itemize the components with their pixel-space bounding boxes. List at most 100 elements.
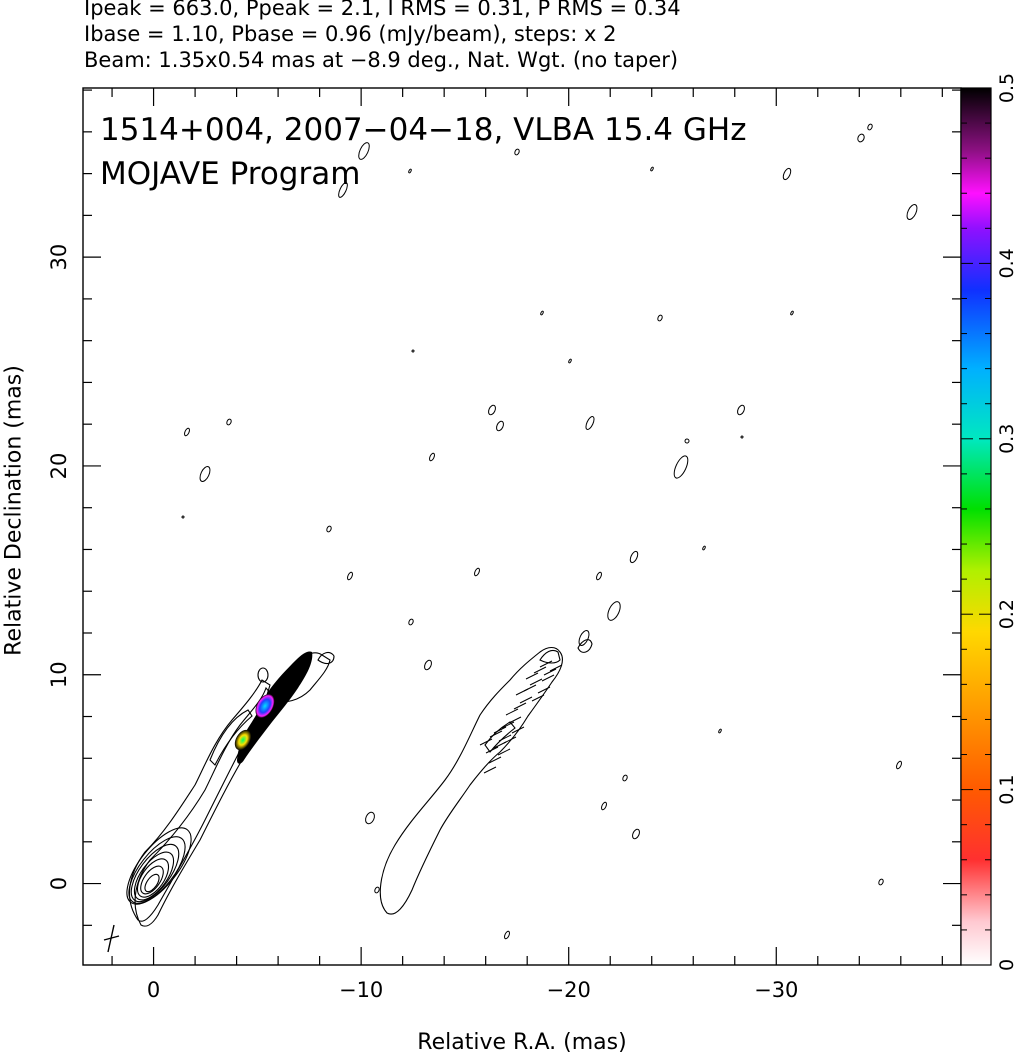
noise-contour <box>601 801 607 811</box>
noise-contour <box>790 310 794 316</box>
evpa-stick <box>483 766 497 774</box>
noise-contour <box>737 404 745 416</box>
noise-contour <box>411 349 415 353</box>
noise-contour <box>504 930 510 940</box>
noise-contour <box>650 166 654 172</box>
evpa-stick <box>539 660 553 668</box>
x-tick-label: −20 <box>547 978 591 1002</box>
noise-contour <box>408 618 414 626</box>
noise-contour <box>607 601 621 621</box>
y-axis-label: Relative Declination (mas) <box>1 365 27 656</box>
evpa-stick <box>493 726 507 734</box>
evpa-stick <box>549 664 563 672</box>
evpa-stick <box>513 702 527 710</box>
y-tick-label: 30 <box>47 244 71 271</box>
noise-contour <box>374 886 380 894</box>
colorbar-tick-label: 0.1 <box>996 774 1018 804</box>
noise-contour <box>906 204 918 220</box>
chart-subtitle: MOJAVE Program <box>100 156 360 192</box>
noise-contour <box>338 182 348 198</box>
colorbar-tick-label: 0.5 <box>996 73 1018 103</box>
noise-contour <box>408 168 412 174</box>
noise-contour <box>365 811 375 825</box>
colorbar-ticks <box>961 87 991 966</box>
evpa-stick <box>533 666 547 674</box>
x-tick-label: 0 <box>147 978 160 1002</box>
evpa-stick <box>511 726 525 734</box>
noise-contour <box>622 774 628 782</box>
noise-contour <box>629 550 639 564</box>
noise-contour <box>684 438 690 444</box>
noise-contour <box>857 133 865 143</box>
evpa-stick <box>503 736 517 744</box>
noise-contour <box>782 167 792 181</box>
y-tick-label: 20 <box>47 453 71 480</box>
noise-contour <box>184 427 190 437</box>
noise-contour <box>596 571 602 581</box>
noise-contour <box>568 358 572 364</box>
colorbar-tick-label: 0 <box>996 959 1018 971</box>
y-tick-label: 0 <box>47 877 71 890</box>
noise-contours <box>181 123 918 940</box>
chart-title: 1514+004, 2007−04−18, VLBA 15.4 GHz <box>100 112 746 148</box>
axis-ticks <box>83 88 961 965</box>
evpa-vectors <box>479 660 563 774</box>
evpa-stick <box>508 716 522 724</box>
noise-contour <box>718 728 722 734</box>
noise-contour <box>326 525 332 533</box>
evpa-stick <box>497 748 511 756</box>
evpa-stick <box>479 738 493 746</box>
evpa-stick <box>519 696 533 704</box>
noise-contour <box>702 545 706 551</box>
noise-contour <box>740 435 744 439</box>
noise-contour <box>474 567 480 577</box>
noise-contour <box>429 452 435 462</box>
evpa-stick <box>485 746 499 754</box>
evpa-stick <box>523 684 537 692</box>
noise-contour <box>424 659 432 671</box>
x-tick-label: −30 <box>754 978 798 1002</box>
x-tick-label: −10 <box>339 978 383 1002</box>
polarization-peak-1 <box>234 729 252 751</box>
evpa-stick <box>488 756 502 764</box>
y-tick-label: 10 <box>47 661 71 688</box>
polarized-contours <box>379 639 593 915</box>
noise-contour <box>181 515 185 519</box>
evpa-stick <box>529 678 543 686</box>
noise-contour <box>496 420 504 432</box>
polarization-fill <box>234 651 313 764</box>
polarization-peak-2 <box>255 694 275 718</box>
noise-contour <box>878 878 884 886</box>
axis-tick-labels: 0 −10 −20 −30 0 10 20 30 <box>47 244 798 1002</box>
noise-contour <box>514 148 520 156</box>
header-line-3: Beam: 1.35x0.54 mas at −8.9 deg., Nat. W… <box>84 48 679 72</box>
noise-contour <box>896 760 902 770</box>
colorbar-tick-label: 0.2 <box>996 599 1018 629</box>
noise-contour <box>585 416 595 430</box>
colorbar-tick-labels: 0 0.1 0.2 0.3 0.4 0.5 <box>996 73 1018 971</box>
noise-contour <box>540 310 544 316</box>
beam-marker <box>103 924 120 953</box>
evpa-stick <box>541 674 555 682</box>
colorbar <box>960 87 992 966</box>
noise-contour <box>347 571 353 581</box>
evpa-stick <box>525 672 539 680</box>
noise-contour <box>673 455 689 479</box>
evpa-stick <box>498 734 512 742</box>
noise-contour <box>226 418 232 426</box>
noise-contour <box>578 630 590 646</box>
noise-contour <box>867 123 873 131</box>
evpa-stick <box>501 721 515 729</box>
colorbar-tick-label: 0.4 <box>996 248 1018 278</box>
intensity-contours <box>126 651 335 927</box>
noise-contour <box>657 314 663 322</box>
noise-contour <box>632 828 640 840</box>
evpa-stick <box>505 708 519 716</box>
header-line-1: Ipeak = 663.0, Ppeak = 2.1, I RMS = 0.31… <box>84 0 681 20</box>
x-axis-label: Relative R.A. (mas) <box>417 1030 627 1055</box>
evpa-stick <box>537 686 551 694</box>
colorbar-tick-label: 0.3 <box>996 424 1018 454</box>
noise-contour <box>358 142 370 160</box>
evpa-stick <box>489 730 503 738</box>
